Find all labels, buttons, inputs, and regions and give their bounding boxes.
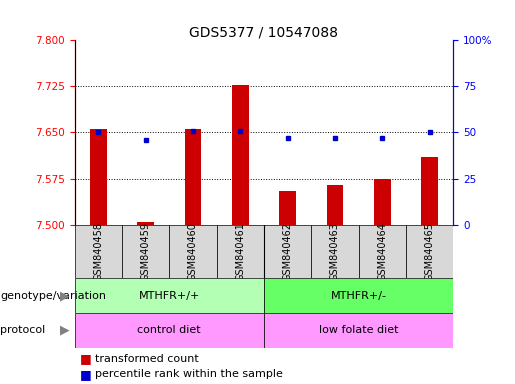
- Bar: [122, 225, 169, 278]
- Text: GSM840465: GSM840465: [424, 222, 435, 281]
- Text: GSM840459: GSM840459: [141, 222, 151, 281]
- Bar: [327, 185, 343, 225]
- Text: GSM840458: GSM840458: [93, 222, 104, 281]
- Text: GSM840464: GSM840464: [377, 222, 387, 281]
- Bar: [90, 129, 107, 225]
- Text: control diet: control diet: [138, 325, 201, 335]
- Text: GSM840462: GSM840462: [283, 222, 293, 281]
- Text: genotype/variation: genotype/variation: [0, 291, 106, 301]
- Bar: [311, 225, 358, 278]
- Title: GDS5377 / 10547088: GDS5377 / 10547088: [190, 25, 338, 39]
- Bar: [217, 225, 264, 278]
- Bar: [232, 84, 249, 225]
- Bar: [75, 278, 264, 313]
- Bar: [358, 225, 406, 278]
- Bar: [421, 157, 438, 225]
- Bar: [264, 313, 453, 348]
- Bar: [138, 222, 154, 225]
- Bar: [75, 225, 122, 278]
- Text: low folate diet: low folate diet: [319, 325, 398, 335]
- Bar: [185, 129, 201, 225]
- Text: GSM840463: GSM840463: [330, 222, 340, 281]
- Bar: [264, 278, 453, 313]
- Text: ■: ■: [80, 353, 92, 366]
- Bar: [279, 191, 296, 225]
- Text: MTHFR+/+: MTHFR+/+: [139, 291, 200, 301]
- Text: percentile rank within the sample: percentile rank within the sample: [95, 369, 283, 379]
- Bar: [169, 225, 217, 278]
- Text: ▶: ▶: [60, 324, 69, 337]
- Bar: [374, 179, 390, 225]
- Text: MTHFR+/-: MTHFR+/-: [331, 291, 387, 301]
- Bar: [75, 313, 264, 348]
- Text: GSM840460: GSM840460: [188, 222, 198, 281]
- Text: GSM840461: GSM840461: [235, 222, 245, 281]
- Text: transformed count: transformed count: [95, 354, 199, 364]
- Text: ■: ■: [80, 368, 92, 381]
- Text: ▶: ▶: [60, 289, 69, 302]
- Text: protocol: protocol: [0, 325, 45, 335]
- Bar: [264, 225, 311, 278]
- Bar: [406, 225, 453, 278]
